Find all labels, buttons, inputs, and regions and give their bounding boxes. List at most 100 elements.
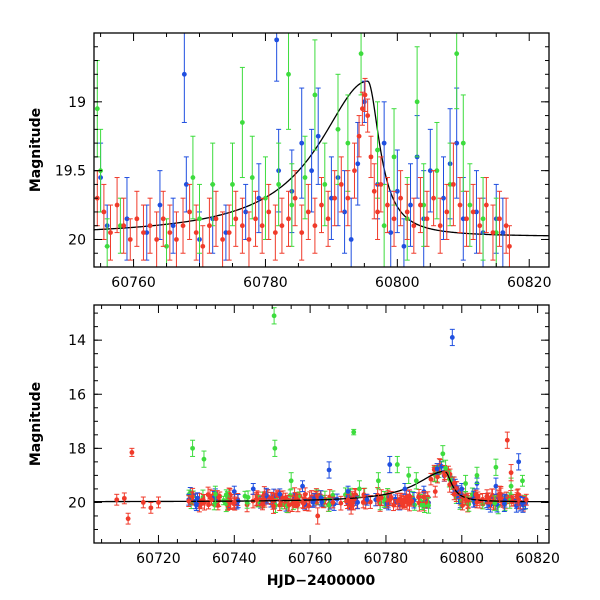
- top-data-point-red: [107, 204, 113, 261]
- top-data-point-red: [200, 225, 206, 267]
- top-data-point-red: [266, 183, 272, 240]
- bottom-data-point-red: [330, 496, 336, 509]
- top-data-point-red: [193, 204, 199, 261]
- top-data-point-red: [279, 197, 285, 254]
- top-data-point-red: [226, 204, 232, 261]
- top-data-point-red: [391, 190, 397, 247]
- top-data-point-blue: [381, 101, 387, 185]
- top-data-point-blue: [315, 87, 321, 185]
- top-data-point-green: [286, 33, 292, 130]
- top-data-point-red: [286, 190, 292, 247]
- top-data-point-blue: [157, 170, 163, 240]
- bottom-band-point-red: [395, 492, 401, 510]
- bottom-model-curve-layer: [94, 470, 549, 503]
- top-data-point-blue: [309, 128, 315, 213]
- top-data-point-red: [121, 197, 127, 254]
- top-x-tick-label: 60760: [111, 275, 156, 291]
- top-data-point-green: [104, 218, 110, 267]
- bottom-points-layer: [114, 307, 529, 525]
- bottom-data-point-red: [508, 464, 514, 482]
- top-data-point-green: [302, 135, 308, 220]
- top-data-point-blue: [427, 128, 433, 213]
- bottom-data-point-red: [231, 496, 237, 509]
- bottom-data-point-red: [300, 496, 306, 509]
- top-data-point-red: [134, 190, 140, 247]
- top-data-point-red: [490, 204, 496, 261]
- top-y-tick-label: 20: [68, 232, 86, 248]
- bottom-data-point-red: [474, 496, 480, 509]
- top-data-point-red: [220, 211, 226, 267]
- top-data-point-green: [276, 142, 282, 227]
- bottom-x-axis-title: HJD−2400000: [267, 573, 376, 589]
- top-data-point-green: [94, 60, 100, 158]
- top-data-point-green: [480, 177, 486, 261]
- top-y-tick-label: 19: [68, 95, 86, 111]
- bottom-band-point-blue: [520, 497, 526, 513]
- bottom-data-point-red: [516, 493, 522, 506]
- top-data-point-green: [190, 135, 196, 220]
- bottom-data-point-red: [140, 496, 146, 509]
- top-data-point-red: [359, 91, 365, 126]
- top-data-point-blue: [401, 218, 407, 267]
- top-data-point-red: [464, 190, 470, 247]
- top-panel: 60760 60780 60800 60820 19 19.5 20 Magni…: [28, 32, 551, 291]
- top-data-point-green: [335, 73, 341, 185]
- bottom-data-point-green: [493, 458, 499, 476]
- top-data-point-red: [470, 183, 476, 240]
- top-data-point-blue: [361, 80, 367, 123]
- top-data-point-green: [467, 163, 473, 247]
- top-data-point-red: [187, 183, 193, 240]
- top-data-point-red: [154, 211, 160, 267]
- bottom-data-point-blue: [326, 461, 332, 479]
- top-data-point-red: [101, 183, 107, 240]
- top-data-point-blue: [394, 149, 400, 234]
- bottom-data-point-green: [440, 445, 446, 463]
- top-data-point-red: [384, 177, 390, 234]
- bottom-data-point-green: [288, 472, 294, 490]
- top-data-point-red: [411, 197, 417, 254]
- bottom-data-point-blue: [387, 455, 393, 474]
- bottom-y-tick-label: 16: [68, 387, 86, 403]
- top-data-point-red: [305, 183, 311, 240]
- top-y-axis-title: Magnitude: [28, 108, 44, 192]
- top-data-point-red: [351, 142, 357, 199]
- top-data-point-red: [325, 190, 331, 247]
- bottom-x-tick-label: 60720: [136, 551, 181, 567]
- top-data-point-red: [345, 170, 351, 227]
- top-data-point-red: [424, 190, 430, 247]
- top-plot-frame: [93, 32, 550, 268]
- top-data-point-blue: [274, 33, 280, 82]
- top-data-point-red: [417, 177, 423, 234]
- bottom-panel: 60720 60740 60760 60780 60800 60820 14 1…: [28, 304, 560, 589]
- bottom-y-tick-label: 14: [68, 333, 86, 349]
- top-data-point-red: [272, 204, 278, 261]
- bottom-data-point-red: [277, 499, 283, 512]
- top-data-point-red: [477, 197, 483, 254]
- bottom-band-point-red: [409, 496, 415, 507]
- top-data-point-green: [229, 142, 235, 227]
- top-data-point-green: [197, 183, 203, 254]
- bottom-x-tick-label: 60740: [212, 551, 257, 567]
- bottom-data-point-red: [155, 496, 161, 509]
- top-data-point-blue: [181, 33, 187, 123]
- bottom-data-point-green: [413, 472, 419, 490]
- top-data-point-green: [460, 94, 466, 192]
- top-data-point-red: [253, 190, 259, 247]
- top-data-point-red: [206, 197, 212, 254]
- top-data-point-green: [421, 163, 427, 247]
- bottom-data-point-red: [451, 488, 457, 501]
- bottom-data-point-red: [504, 431, 510, 449]
- bottom-data-point-red: [497, 485, 503, 503]
- top-data-point-green: [239, 66, 245, 179]
- bottom-data-point-green: [474, 466, 480, 484]
- top-data-point-red: [140, 204, 146, 261]
- bottom-data-point-green: [519, 474, 525, 487]
- bottom-band-point-blue: [355, 495, 361, 510]
- top-data-point-blue: [243, 183, 249, 240]
- bottom-data-point-green: [394, 455, 400, 474]
- bottom-data-point-green: [212, 485, 218, 503]
- top-data-point-green: [381, 183, 387, 267]
- top-x-tick-label: 60800: [375, 275, 420, 291]
- bottom-data-point-red: [485, 492, 491, 505]
- bottom-band-point-red: [199, 498, 205, 509]
